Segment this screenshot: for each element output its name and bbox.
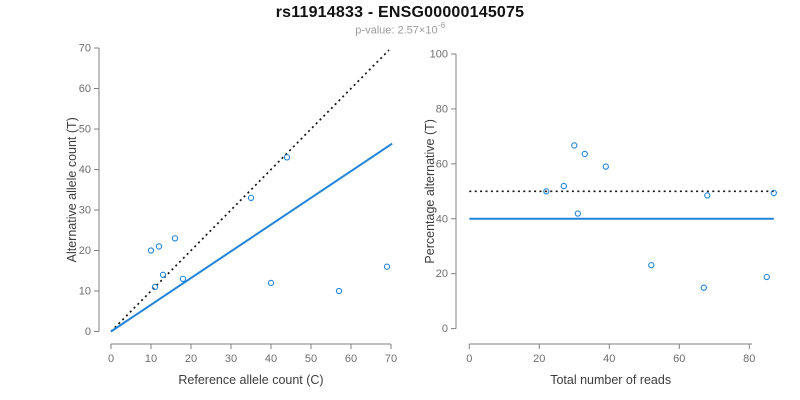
y-tick-label: 80 <box>436 103 448 115</box>
y-tick-label: 40 <box>436 213 448 225</box>
data-point <box>763 273 770 281</box>
data-point <box>267 279 275 287</box>
data-point <box>247 194 255 201</box>
data-point <box>574 210 581 217</box>
x-tick-label: 80 <box>743 353 755 365</box>
x-tick-label: 0 <box>466 353 472 365</box>
p-value-label: p-value: <box>355 24 398 37</box>
p-value-subtitle: p-value: 2.57×10-6 <box>0 21 800 37</box>
p-value-base: 2.57×10 <box>397 24 438 37</box>
y-tick-label: 20 <box>436 268 448 280</box>
data-point <box>151 283 159 291</box>
y-axis-title: Alternative allele count (T) <box>65 117 79 262</box>
y-tick-label: 100 <box>430 49 448 61</box>
data-point <box>602 163 609 170</box>
x-tick-label: 20 <box>185 353 197 365</box>
data-point <box>179 275 187 282</box>
x-tick-label: 40 <box>265 353 277 365</box>
data-point <box>383 263 391 270</box>
y-tick-label: 10 <box>79 286 91 298</box>
data-point <box>159 271 167 278</box>
y-tick-label: 40 <box>79 164 91 176</box>
page-title: rs11914833 - ENSG00000145075 <box>275 4 525 21</box>
x-tick-label: 20 <box>533 353 545 365</box>
data-point <box>171 235 179 242</box>
x-axis-title: Reference allele count (C) <box>178 373 323 387</box>
data-point <box>770 189 777 197</box>
x-tick-label: 70 <box>385 353 397 365</box>
data-point <box>543 188 550 195</box>
regression-line <box>110 142 393 333</box>
x-tick-label: 10 <box>145 353 157 365</box>
data-point <box>648 262 655 269</box>
p-value-exponent: -6 <box>438 21 446 30</box>
y-tick-label: 0 <box>85 326 91 338</box>
data-point <box>560 182 567 190</box>
identity-line <box>110 49 390 333</box>
x-tick-label: 50 <box>305 353 317 365</box>
y-tick-label: 20 <box>79 245 91 257</box>
data-point <box>700 284 707 291</box>
y-tick-label: 0 <box>442 323 448 335</box>
x-axis-title: Total number of reads <box>550 373 671 387</box>
y-tick-label: 60 <box>79 83 91 95</box>
y-tick-label: 60 <box>436 158 448 170</box>
data-point <box>581 150 588 158</box>
y-tick-label: 70 <box>79 43 91 55</box>
data-point <box>283 154 291 161</box>
y-tick-label: 30 <box>79 205 91 217</box>
data-point <box>704 192 711 199</box>
data-point <box>335 287 343 295</box>
data-point <box>571 142 578 149</box>
x-tick-label: 40 <box>603 353 615 365</box>
data-point <box>147 247 155 254</box>
y-tick-label: 50 <box>79 124 91 136</box>
x-tick-label: 60 <box>673 353 685 365</box>
x-tick-label: 0 <box>108 353 114 365</box>
x-tick-label: 60 <box>345 353 357 365</box>
data-point <box>155 243 163 250</box>
x-tick-label: 30 <box>225 353 237 365</box>
y-axis-title: Percentage alternative (T) <box>423 119 437 264</box>
